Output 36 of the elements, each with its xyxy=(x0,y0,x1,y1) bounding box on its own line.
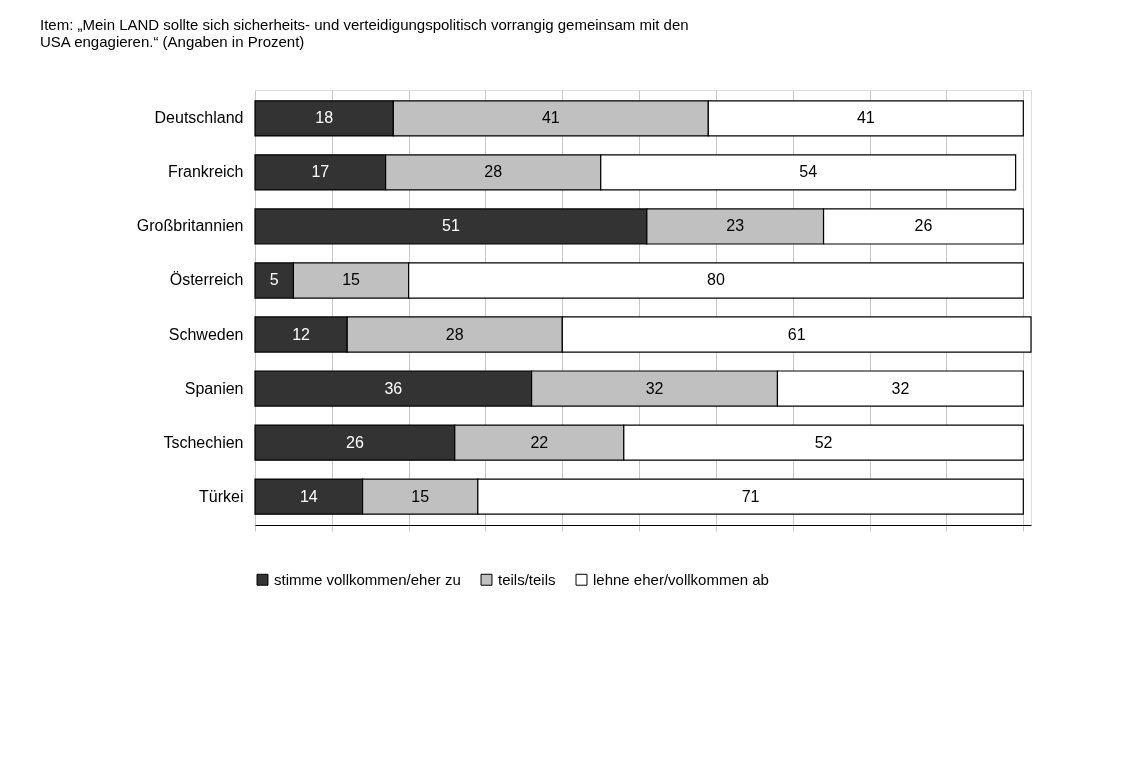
data-label: 22 xyxy=(530,433,549,451)
y-tick-label: Tschechien xyxy=(163,433,244,451)
data-label: 36 xyxy=(384,379,403,397)
data-label: 71 xyxy=(741,487,760,505)
y-tick-label: Türkei xyxy=(199,487,244,505)
data-label: 28 xyxy=(445,325,464,343)
y-tick-label: Deutschland xyxy=(154,109,244,127)
legend-label: stimme vollkommen/eher zu xyxy=(274,570,461,588)
y-tick-label: Großbritannien xyxy=(136,217,244,235)
y-tick-label: Österreich xyxy=(169,271,244,289)
data-label: 18 xyxy=(315,109,334,127)
data-label: 28 xyxy=(484,163,503,181)
data-label: 14 xyxy=(299,487,318,505)
data-label: 41 xyxy=(541,109,560,127)
legend-label: lehne eher/vollkommen ab xyxy=(593,570,769,588)
chart-title: Item: „Mein LAND sollte sich sicherheits- und verteidigungspolitisch vorrangig gemeinsam mit den USA engagieren.“ (Angaben in Prozent) xyxy=(40,16,689,50)
data-label: 17 xyxy=(311,163,330,181)
data-label: 51 xyxy=(442,217,460,235)
data-label: 12 xyxy=(292,325,311,343)
data-label: 61 xyxy=(787,325,806,343)
data-label: 26 xyxy=(914,217,933,235)
data-label: 23 xyxy=(726,217,745,235)
data-label: 26 xyxy=(345,433,364,451)
y-tick-label: Schweden xyxy=(168,325,244,343)
data-label: 54 xyxy=(799,163,818,181)
data-label: 52 xyxy=(814,433,833,451)
data-label: 15 xyxy=(411,487,430,505)
data-label: 15 xyxy=(342,271,361,289)
data-label: 41 xyxy=(856,109,875,127)
legend-label: teils/teils xyxy=(498,570,556,588)
data-label: 32 xyxy=(891,379,910,397)
data-label: 5 xyxy=(269,271,279,289)
data-label: 80 xyxy=(707,271,725,289)
y-tick-label: Spanien xyxy=(184,379,244,397)
y-tick-label: Frankreich xyxy=(167,163,244,181)
data-label: 32 xyxy=(645,379,664,397)
